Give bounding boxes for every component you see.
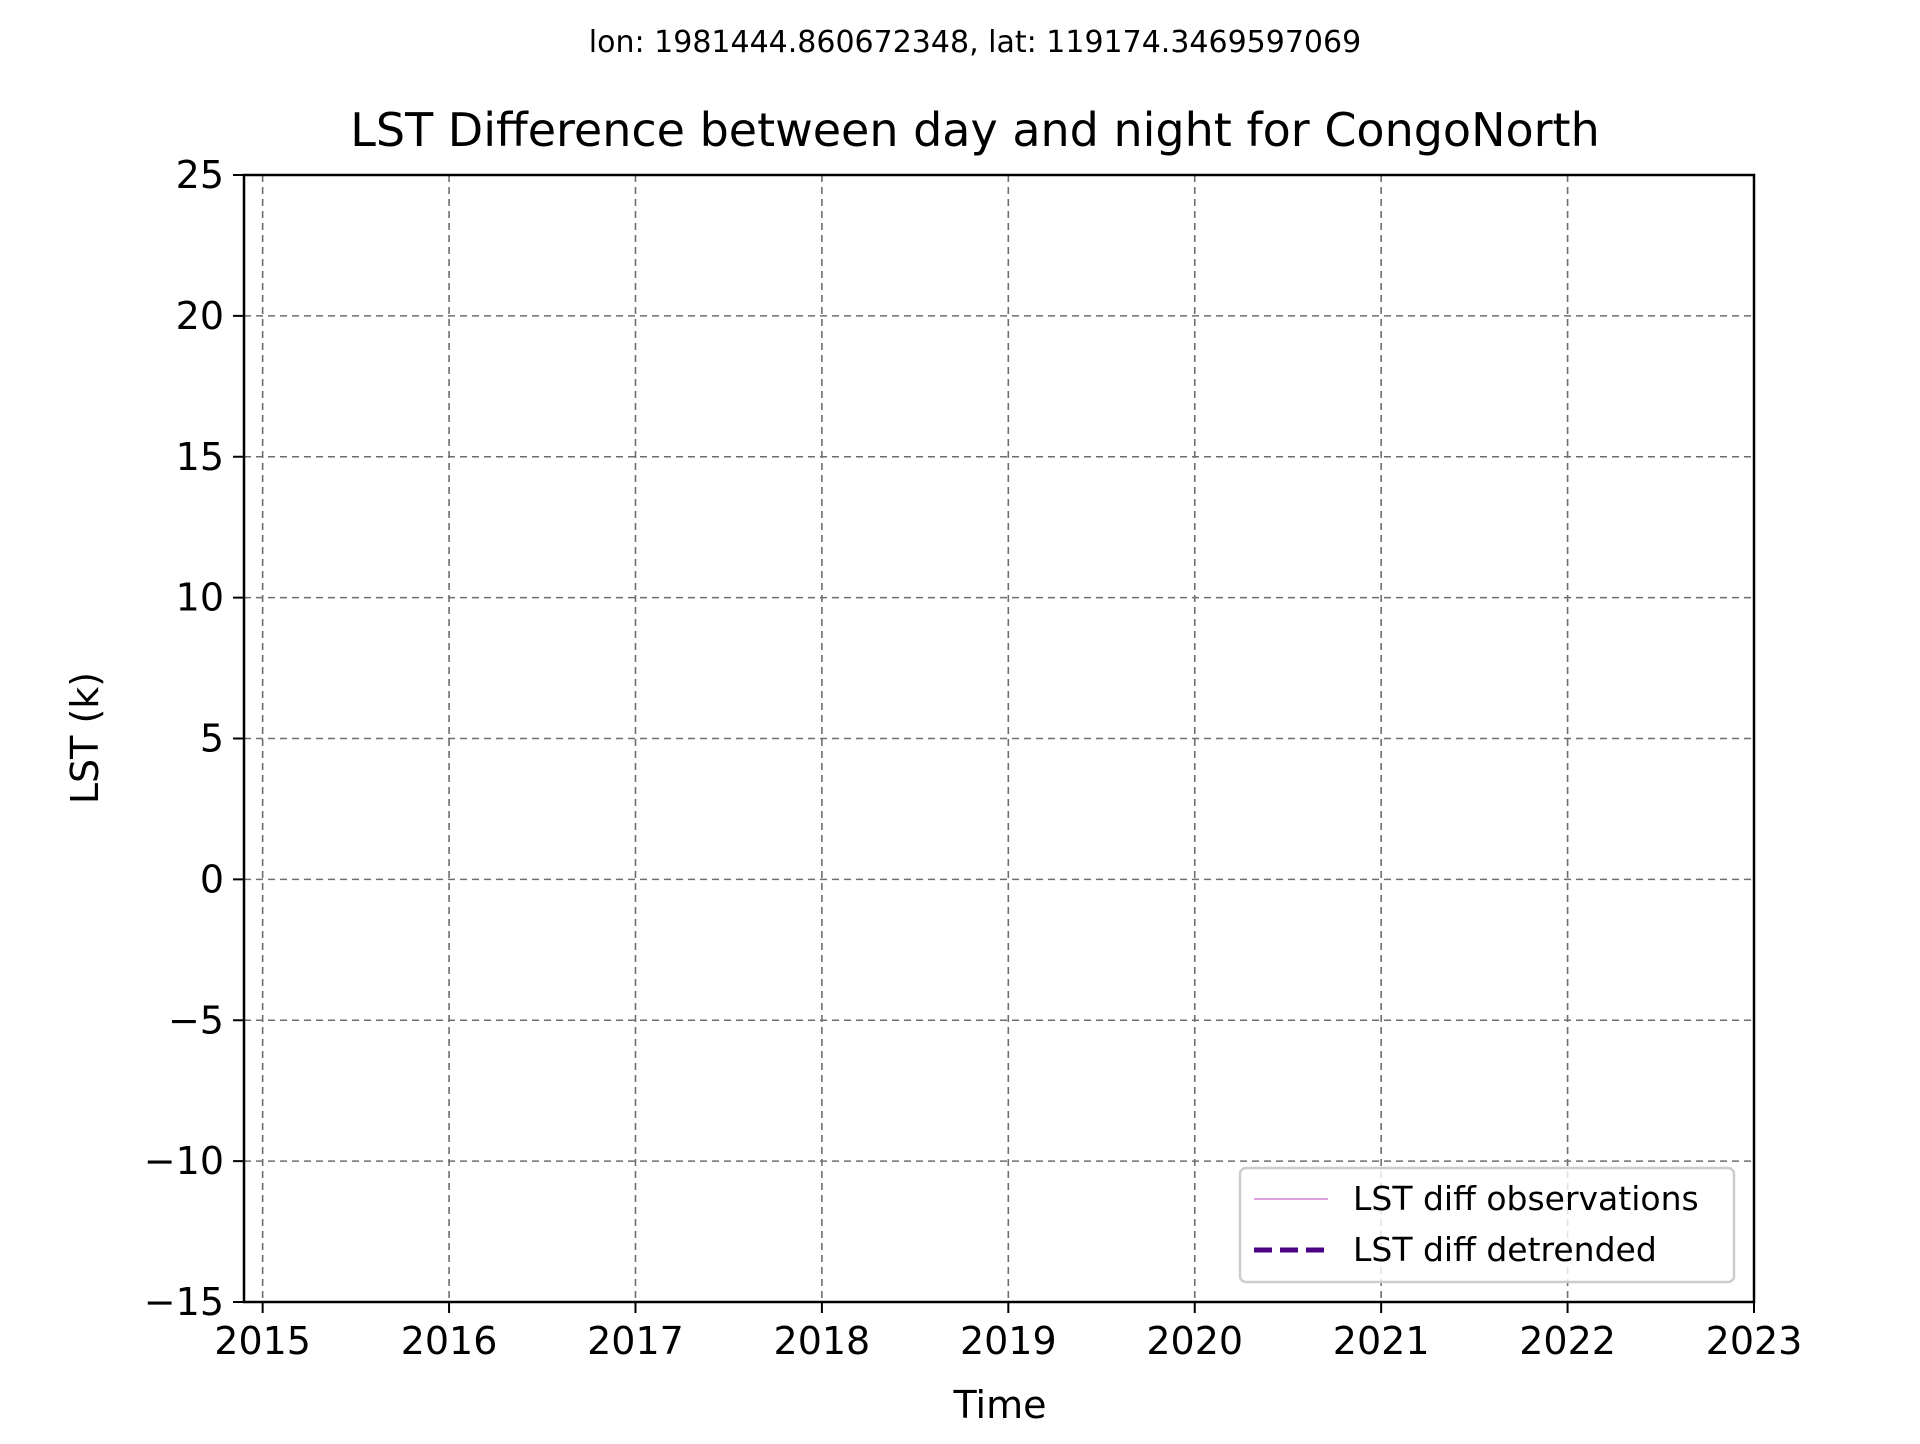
legend-observations-label: LST diff observations [1353, 1179, 1699, 1218]
chart-title: LST Difference between day and night for… [350, 103, 1599, 157]
x-tick-label: 2016 [401, 1319, 498, 1363]
y-axis-ticks: −15 −10 −5 0 5 10 15 20 25 [144, 153, 244, 1324]
y-tick-label: 10 [176, 576, 224, 620]
y-tick-label: −15 [144, 1280, 224, 1324]
legend-detrended-label: LST diff detrended [1353, 1230, 1657, 1269]
x-tick-label: 2021 [1333, 1319, 1430, 1363]
y-tick-label: −5 [168, 998, 224, 1042]
y-tick-label: −10 [144, 1139, 224, 1183]
x-tick-label: 2015 [214, 1319, 311, 1363]
legend-box [1238, 1166, 1736, 1284]
y-tick-label: 20 [176, 294, 224, 338]
x-tick-label: 2022 [1519, 1319, 1616, 1363]
y-tick-label: 15 [176, 435, 224, 479]
x-axis-label: Time [953, 1383, 1047, 1427]
x-tick-label: 2023 [1706, 1319, 1803, 1363]
x-axis-ticks: 2015 2016 2017 2018 2019 2020 2021 2022 2023 [214, 1302, 1802, 1363]
y-tick-label: 25 [176, 153, 224, 197]
x-tick-label: 2020 [1146, 1319, 1243, 1363]
y-tick-label: 5 [200, 717, 224, 761]
x-tick-label: 2017 [587, 1319, 684, 1363]
x-tick-label: 2019 [960, 1319, 1057, 1363]
y-tick-label: 0 [200, 857, 224, 901]
y-axis-label: LST (k) [63, 672, 107, 804]
chart-suptitle: lon: 1981444.860672348, lat: 119174.3469… [589, 25, 1361, 60]
legend: LST diff observations LST diff detrended [1238, 1166, 1736, 1284]
x-tick-label: 2018 [774, 1319, 871, 1363]
